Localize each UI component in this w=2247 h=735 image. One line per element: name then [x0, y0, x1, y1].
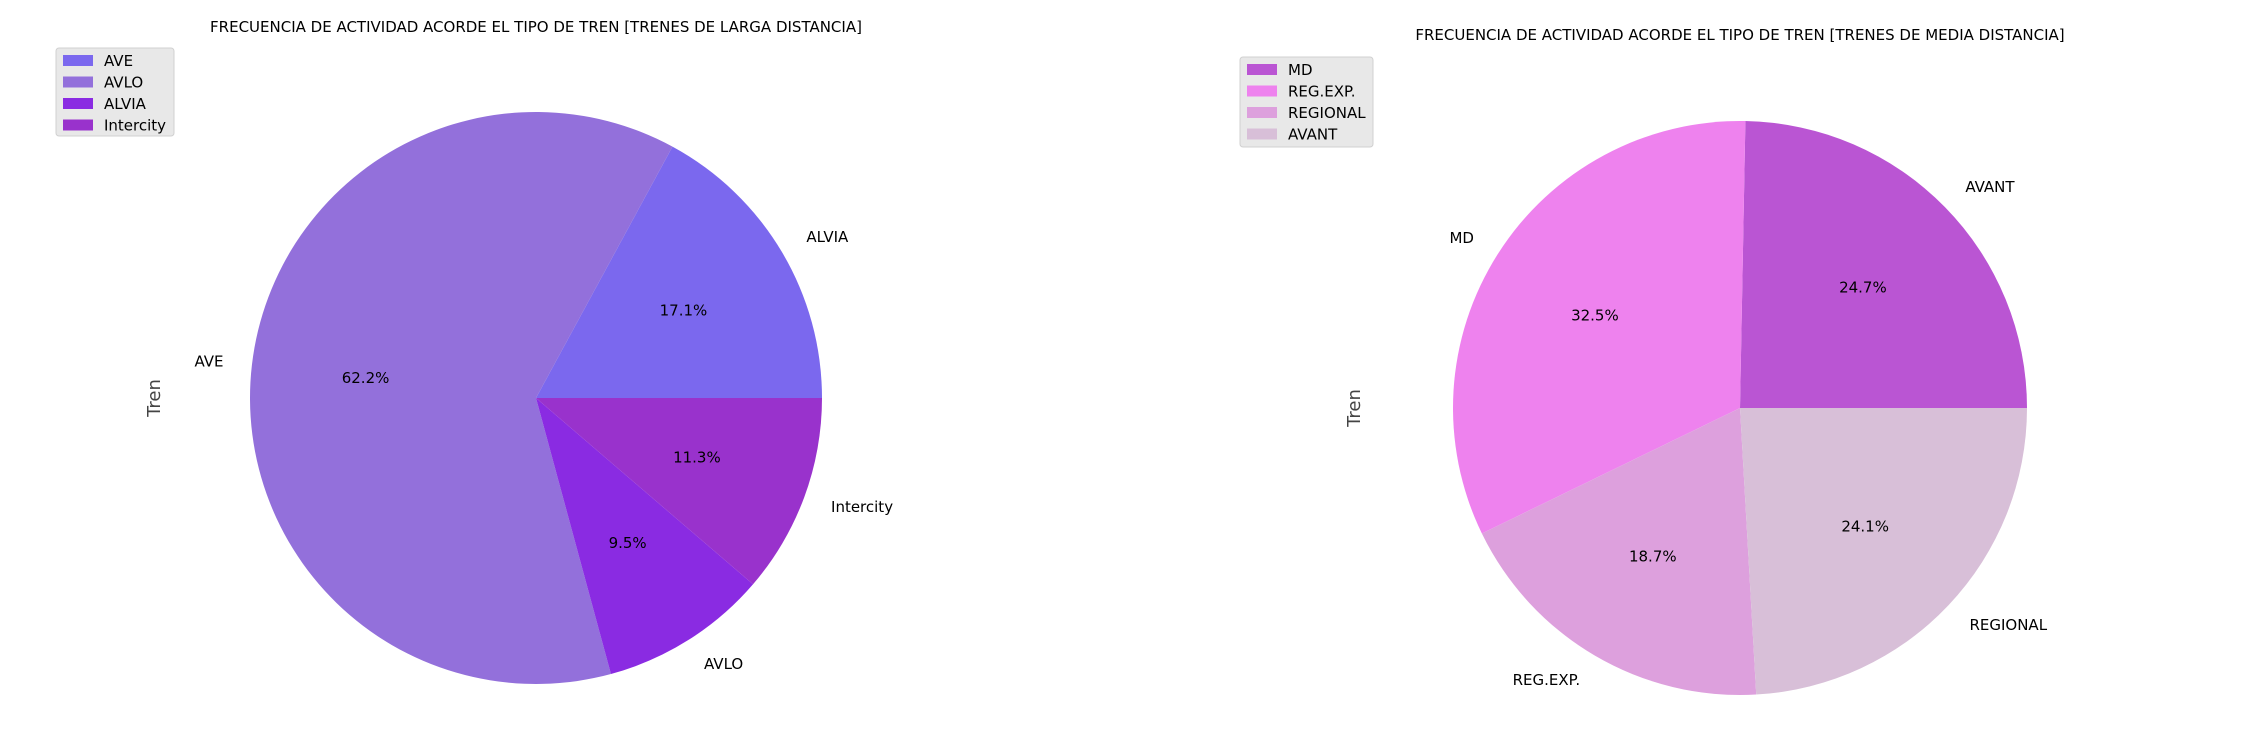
pie-slice-avant — [1740, 121, 2027, 408]
pie-slice-alvia — [536, 146, 822, 398]
legend-entry-label: ALVIA — [104, 95, 147, 113]
slice-category-label: AVE — [194, 353, 223, 371]
pie-slice-reg-exp- — [1481, 408, 1757, 695]
legend-swatch — [1247, 128, 1277, 140]
slice-category-label: AVANT — [1965, 178, 2015, 196]
slice-percent-label: 62.2% — [342, 369, 390, 387]
slice-percent-label: 17.1% — [660, 301, 708, 319]
legend-entry-label: AVE — [104, 52, 133, 70]
legend-swatch — [63, 98, 93, 109]
legend-frame — [1239, 56, 1374, 148]
legend-entry-label: REG.EXP. — [1288, 83, 1356, 101]
legend-entry-label: AVANT — [1288, 126, 1338, 144]
slice-category-label: ALVIA — [806, 228, 849, 246]
pie-chart-long-distance: FRECUENCIA DE ACTIVIDAD ACORDE EL TIPO D… — [55, 18, 893, 684]
slice-category-label: Intercity — [831, 498, 893, 516]
pie-slice-md — [1452, 121, 1746, 534]
slice-category-label: REGIONAL — [1969, 616, 2047, 634]
legend: MD REG.EXP. REGIONAL AVANT — [1239, 56, 1374, 148]
legend-swatch — [1247, 64, 1277, 75]
legend-swatch — [1247, 85, 1277, 97]
slice-percent-label: 9.5% — [609, 534, 647, 552]
legend-entry-label: MD — [1288, 61, 1313, 79]
legend-swatch — [63, 119, 93, 131]
legend-entry-label: Intercity — [104, 117, 166, 135]
pie-chart-medium-distance: FRECUENCIA DE ACTIVIDAD ACORDE EL TIPO D… — [1239, 26, 2065, 695]
pie-slice-ave — [249, 111, 673, 684]
y-axis-label: Tren — [1344, 389, 1365, 428]
legend-swatch — [63, 76, 93, 88]
slice-percent-label: 32.5% — [1571, 306, 1619, 324]
pie-slice-intercity — [536, 398, 822, 585]
slice-percent-label: 18.7% — [1629, 547, 1677, 565]
pie-slice-regional — [1740, 408, 2027, 695]
slice-percent-label: 24.7% — [1839, 278, 1887, 296]
legend: AVE AVLO ALVIA Intercity — [55, 47, 175, 137]
slice-percent-label: 11.3% — [673, 449, 721, 467]
legend-frame — [55, 47, 175, 137]
slice-category-label: AVLO — [704, 655, 743, 673]
legend-entry-label: AVLO — [104, 74, 143, 92]
slice-percent-label: 24.1% — [1841, 517, 1889, 535]
slice-category-label: MD — [1449, 229, 1474, 247]
chart-title: FRECUENCIA DE ACTIVIDAD ACORDE EL TIPO D… — [210, 18, 862, 36]
legend-swatch — [63, 55, 93, 66]
legend-swatch — [1247, 107, 1277, 118]
legend-entry-label: REGIONAL — [1288, 104, 1366, 122]
chart-title: FRECUENCIA DE ACTIVIDAD ACORDE EL TIPO D… — [1415, 26, 2064, 44]
slice-category-label: REG.EXP. — [1513, 671, 1581, 689]
y-axis-label: Tren — [144, 379, 165, 418]
pie-slice-avlo — [536, 398, 754, 675]
